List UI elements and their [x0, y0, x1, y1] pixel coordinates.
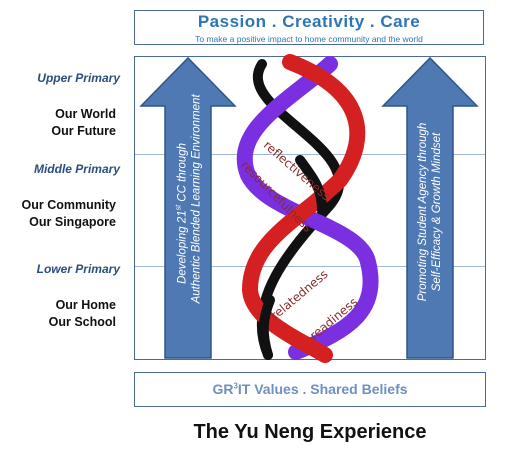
divider-upper-middle [135, 154, 485, 155]
mission-banner: Passion . Creativity . Care To make a po… [134, 10, 484, 45]
mission-subtitle: To make a positive impact to home commun… [195, 34, 423, 44]
level-upper-primary: Upper Primary [37, 71, 120, 85]
scope-lower-line1: Our Home [55, 298, 116, 312]
level-middle-primary: Middle Primary [33, 162, 120, 176]
scope-upper-line2: Our Future [51, 124, 116, 138]
mission-title: Passion . Creativity . Care [197, 12, 421, 31]
right-arrow-line1: Promoting Student Agency through [417, 122, 429, 302]
left-arrow-line2: Authentic Blended Learning Environment [190, 94, 203, 304]
helix-strand-black-overlap [295, 155, 327, 215]
level-lower-primary: Lower Primary [36, 262, 120, 276]
scope-upper-line1: Our World [55, 107, 116, 121]
scope-middle: Our Community Our Singapore [0, 197, 116, 231]
scope-upper: Our World Our Future [0, 106, 116, 140]
right-arrow [381, 56, 479, 359]
values-banner: GR3IT Values . Shared Beliefs [134, 372, 486, 407]
left-arrow [139, 56, 237, 359]
scope-lower-line2: Our School [48, 315, 116, 329]
values-text: GR3IT Values . Shared Beliefs [212, 381, 408, 397]
helix-strand-black-overlap-2 [258, 295, 275, 360]
right-arrow-line2: Self-Efficacy & Growth Mindset [431, 132, 443, 292]
scope-middle-line1: Our Community [21, 198, 116, 212]
scope-middle-line2: Our Singapore [29, 215, 116, 229]
right-arrow-label: Promoting Student Agency through Self-Ef… [416, 122, 444, 302]
scope-lower: Our Home Our School [0, 297, 116, 331]
helix-strand-red [241, 54, 366, 363]
left-arrow-line1: Developing 21st CC through [175, 142, 189, 284]
divider-middle-lower [135, 266, 485, 267]
page-title: The Yu Neng Experience [193, 421, 427, 443]
left-arrow-label: Developing 21st CC through Authentic Ble… [173, 94, 204, 304]
